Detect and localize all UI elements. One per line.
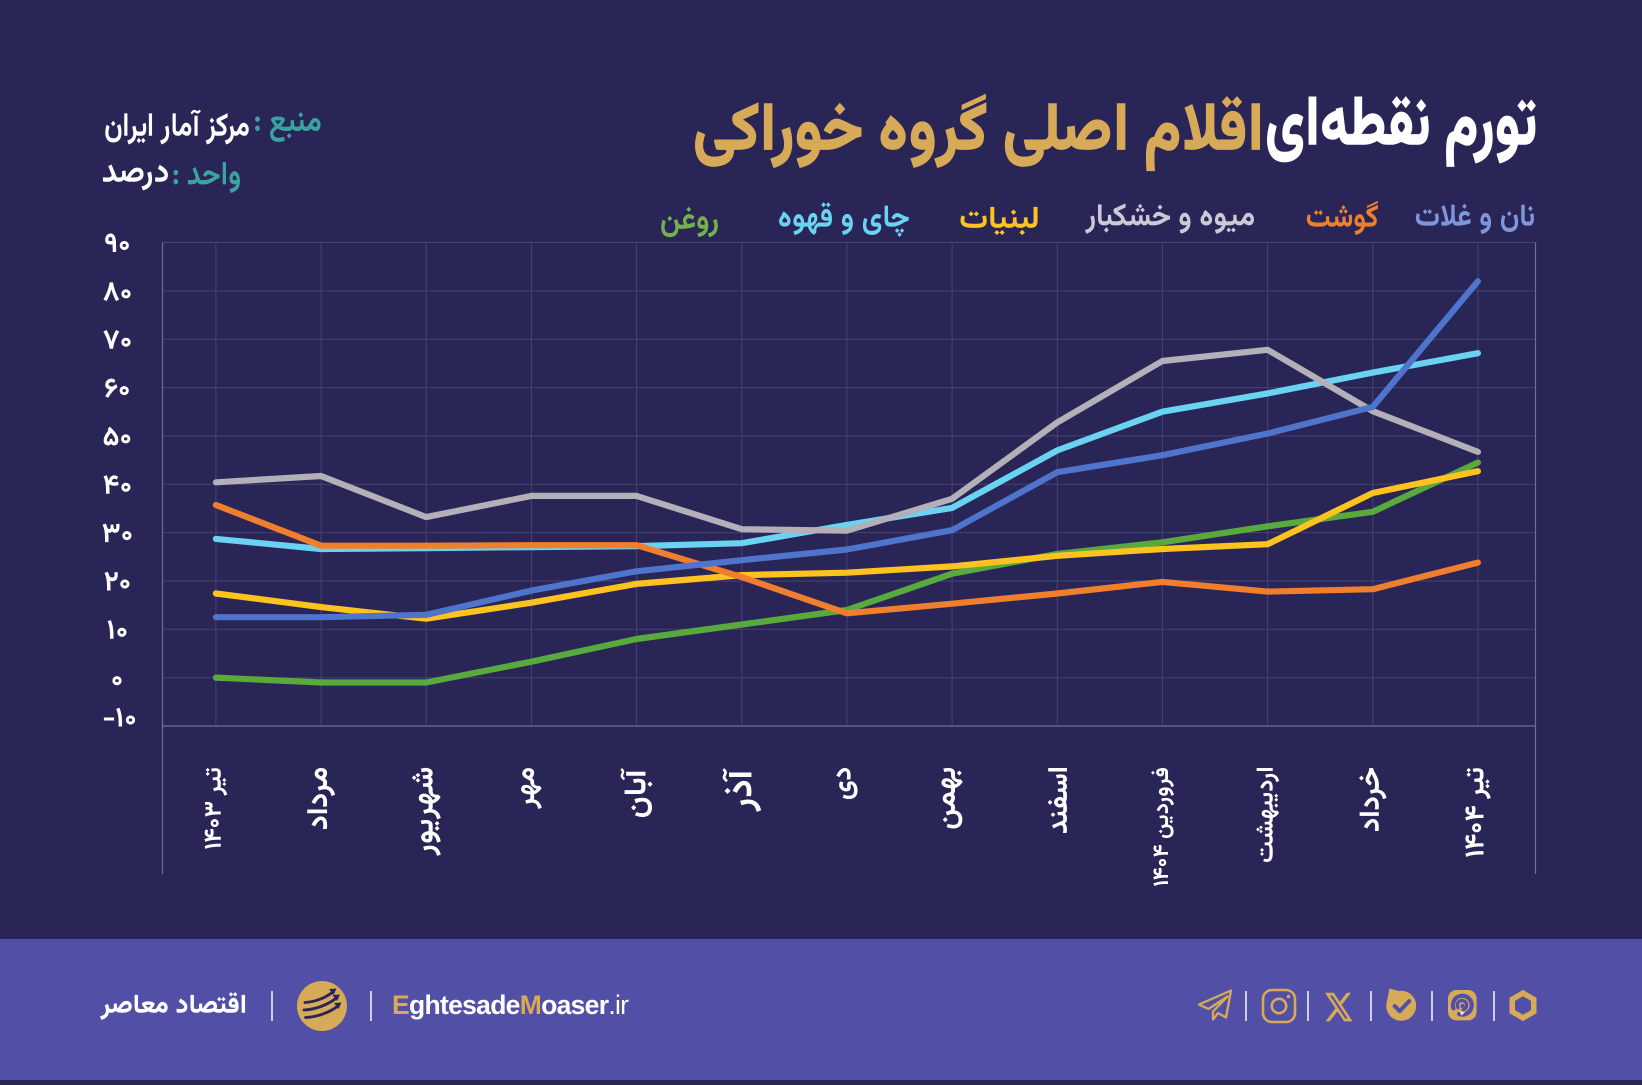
svg-text:EghtesadeMoaser.ir: EghtesadeMoaser.ir — [392, 990, 629, 1020]
